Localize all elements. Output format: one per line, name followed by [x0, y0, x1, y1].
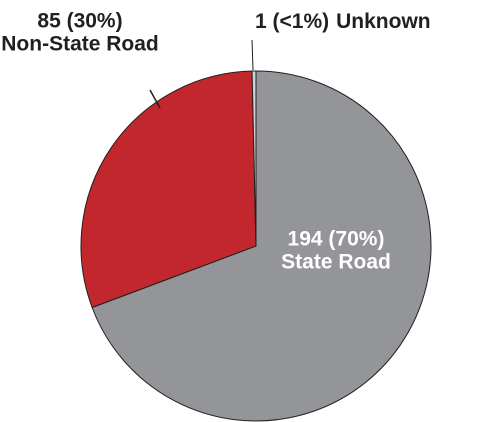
category-label: Non-State Road: [1, 33, 159, 56]
pie: [80, 70, 432, 422]
category-label: Unknown: [336, 10, 431, 33]
category-label: State Road: [281, 251, 391, 274]
unknown-label: 1 (<1%) Unknown: [255, 10, 431, 33]
pie-slice: [91, 70, 432, 422]
value-label: 85 (30%): [37, 10, 122, 33]
pie-slice: [80, 70, 257, 309]
value-label: 194 (70%): [288, 228, 385, 251]
leader-line: [149, 89, 161, 109]
leader-line: [251, 39, 254, 71]
value-label: 1 (<1%): [255, 10, 329, 33]
labels: 194 (70%)State Road 85 (30%)Non-State Roa…: [1, 10, 430, 274]
pie-slice: [251, 70, 257, 247]
